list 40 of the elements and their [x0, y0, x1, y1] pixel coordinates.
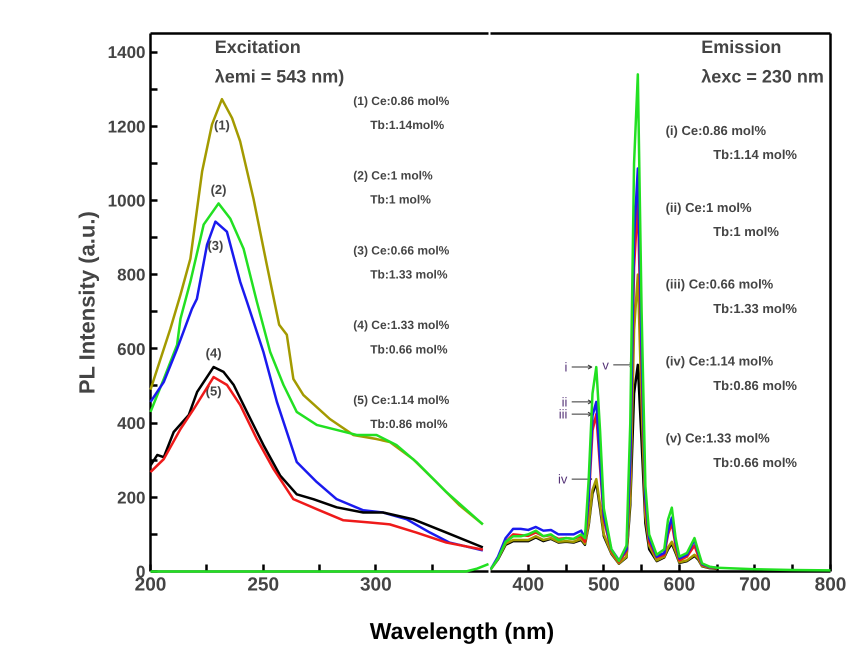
x-axis-title: Wavelength (nm)	[370, 617, 554, 646]
annotation: (i) Ce:0.86 mol% Tb:1.14 mol%	[666, 122, 798, 162]
annotation: iii	[558, 406, 568, 422]
annotation: (3)	[207, 238, 224, 254]
y-tick-label: 200	[117, 488, 146, 508]
x-tick-label: 800	[814, 574, 846, 596]
annotation: (1) Ce:0.86 mol% Tb:1.14mol%	[353, 94, 450, 132]
x-tick-label: 250	[247, 574, 280, 596]
annotation: (2)	[210, 182, 226, 197]
y-tick-label: 800	[117, 266, 146, 285]
text: λexc = 230 nm	[701, 66, 824, 87]
annotation: (2) Ce:1 mol% Tb:1 mol%	[353, 168, 433, 207]
annotation: ii	[562, 394, 568, 410]
annotation: i	[564, 360, 568, 375]
annotation: (ii) Ce:1 mol% Tb:1 mol%	[666, 200, 780, 239]
y-axis-title: PL Intensity (a.u.)	[74, 211, 100, 394]
y-tick-label: 1000	[108, 191, 146, 210]
x-tick-label: 500	[588, 574, 620, 596]
annotation: (3) Ce:0.66 mol% Tb:1.33 mol%	[353, 243, 450, 282]
y-tick-label: 600	[117, 340, 146, 359]
annotation: v	[602, 357, 610, 372]
annotation: (4) Ce:1.33 mol% Tb:0.66 mol%	[353, 318, 450, 356]
x-tick-label: 400	[512, 574, 544, 596]
x-tick-label: 300	[360, 574, 392, 596]
annotation: (v) Ce:1.33 mol% Tb:0.66 mol%	[666, 430, 798, 470]
annotation: iv	[558, 472, 568, 487]
chart-title: Emission	[701, 36, 782, 57]
x-tick-label: 600	[664, 574, 696, 596]
text: λemi = 543 nm)	[214, 66, 344, 87]
annotation: (1)	[214, 118, 230, 133]
x-tick-label: 700	[739, 574, 771, 596]
annotation: (5) Ce:1.14 mol% Tb:0.86 mol%	[353, 392, 450, 432]
annotation: (iii) Ce:0.66 mol% Tb:1.33 mol%	[666, 276, 798, 316]
chart-title: Excitation	[214, 36, 301, 57]
annotation: (5)	[206, 384, 222, 399]
annotation: (4)	[206, 346, 222, 361]
y-tick-label: 1400	[108, 43, 146, 62]
annotation: (iv) Ce:1.14 mol% Tb:0.86 mol%	[666, 354, 798, 393]
y-tick-label: 1200	[108, 117, 146, 136]
y-tick-label: 400	[117, 414, 146, 434]
